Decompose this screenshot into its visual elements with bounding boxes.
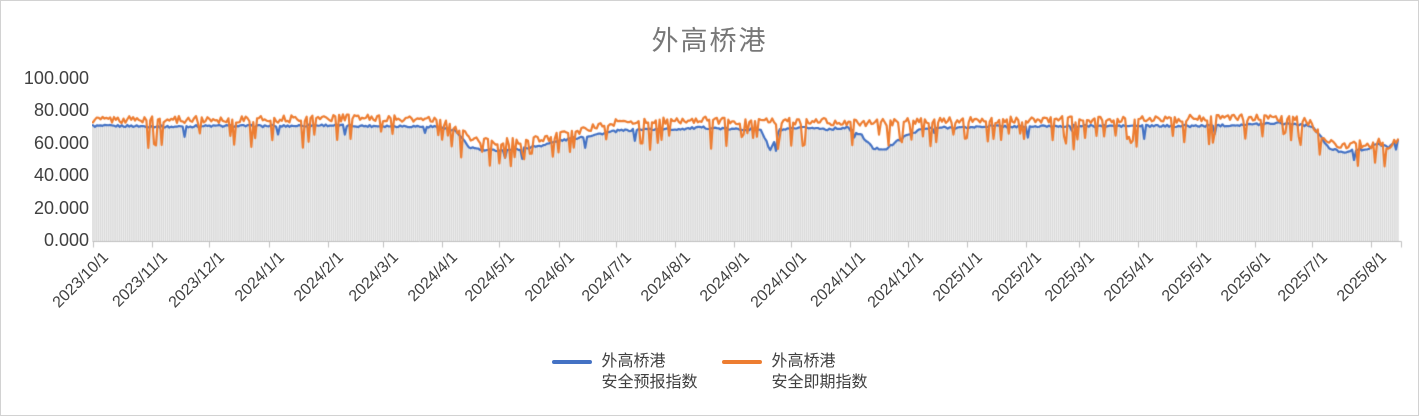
x-tick-label: 2024/9/1 <box>696 249 754 306</box>
forecast-series-line-swatch <box>551 360 592 364</box>
x-tick-label: 2024/6/1 <box>521 249 578 306</box>
x-tick-label: 2023/12/1 <box>166 249 229 312</box>
x-tick-label: 2023/11/1 <box>109 249 172 311</box>
x-tick-label: 2024/3/1 <box>345 249 403 306</box>
x-tick-label: 2024/8/1 <box>637 249 694 306</box>
x-tick-label: 2024/2/1 <box>290 249 347 306</box>
spot-series-line-swatch <box>721 360 762 364</box>
x-tick-label: 2024/5/1 <box>462 249 519 306</box>
chart-legend: 外高桥港 安全预报指数 外高桥港 安全即期指数 <box>551 351 868 393</box>
x-tick-label: 2024/12/1 <box>864 249 927 312</box>
x-tick-label: 2024/10/1 <box>747 249 811 312</box>
x-tick-label: 2025/3/1 <box>1042 249 1099 306</box>
legend-label-line1: 外高桥港 <box>601 353 666 370</box>
chart-title: 外高桥港 <box>651 26 768 56</box>
x-tick-label: 2025/8/1 <box>1334 249 1391 306</box>
y-tick-label: 100.000 <box>23 68 89 88</box>
x-tick-label: 2025/2/1 <box>988 249 1045 306</box>
plot-area-canvas <box>92 71 1410 251</box>
y-tick-label: 20.000 <box>33 197 89 218</box>
legend-label-line2: 安全预报指数 <box>601 374 698 391</box>
spot-series-label: 外高桥港 安全即期指数 <box>772 351 868 393</box>
legend-label-line1: 外高桥港 <box>771 353 836 370</box>
legend-item-forecast-index: 外高桥港 安全预报指数 <box>551 351 698 393</box>
legend-label-line2: 安全即期指数 <box>771 374 868 391</box>
x-tick-label: 2025/7/1 <box>1275 249 1332 306</box>
y-tick-label: 60.000 <box>33 132 89 153</box>
y-tick-label: 0.000 <box>43 230 89 250</box>
legend-item-spot-index: 外高桥港 安全即期指数 <box>721 351 868 393</box>
x-tick-label: 2025/5/1 <box>1158 249 1215 306</box>
forecast-series-label: 外高桥港 安全预报指数 <box>601 351 697 393</box>
y-tick-label: 80.000 <box>33 100 89 121</box>
x-tick-label: 2025/1/1 <box>929 249 986 306</box>
y-tick-label: 40.000 <box>33 165 89 186</box>
x-tick-label: 2025/6/1 <box>1217 249 1274 306</box>
x-tick-label: 2024/11/1 <box>807 249 870 311</box>
x-tick-label: 2025/4/1 <box>1101 249 1158 306</box>
x-tick-label: 2024/4/1 <box>405 249 462 306</box>
x-tick-label: 2024/1/1 <box>231 249 288 306</box>
x-tick-label: 2024/7/1 <box>578 249 635 306</box>
x-tick-label: 2023/10/1 <box>49 249 113 312</box>
